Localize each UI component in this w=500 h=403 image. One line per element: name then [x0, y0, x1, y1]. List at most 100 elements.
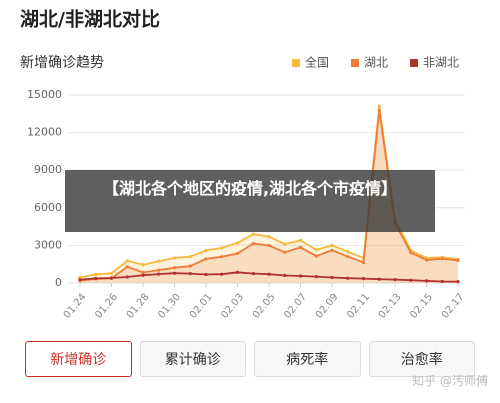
point [109, 271, 114, 275]
x-tick-label: 02.17 [440, 292, 467, 321]
point [377, 108, 381, 112]
tabs: 新增确诊 累计确诊 病死率 治愈率 [25, 341, 475, 377]
legend-swatch [351, 59, 360, 67]
point [298, 238, 303, 242]
point [204, 248, 208, 253]
point [157, 272, 161, 276]
point [235, 251, 240, 256]
point [283, 273, 287, 278]
point [409, 278, 413, 282]
point [267, 243, 271, 248]
point [172, 271, 177, 275]
point [377, 104, 381, 108]
point [440, 257, 444, 261]
point [283, 250, 287, 254]
x-tick-label: 02.15 [408, 292, 435, 321]
point [424, 258, 429, 262]
point [188, 272, 192, 276]
point [409, 251, 413, 255]
chart-subtitle: 新增确诊趋势 [20, 55, 104, 71]
point [109, 276, 114, 280]
point [141, 270, 145, 275]
point [235, 270, 240, 274]
point [141, 263, 145, 267]
x-tick-label: 01.28 [125, 292, 152, 321]
point [267, 235, 271, 239]
y-tick-label: 15000 [27, 88, 62, 101]
tab[interactable]: 病死率 [254, 341, 361, 377]
point [94, 272, 98, 276]
point [157, 268, 161, 272]
point [283, 242, 287, 246]
point [377, 277, 381, 281]
point [361, 277, 366, 281]
point [440, 279, 444, 284]
x-tick-label: 02.05 [251, 292, 278, 321]
point [220, 272, 224, 276]
point [346, 250, 350, 254]
point [456, 258, 460, 263]
point [94, 276, 98, 280]
point [330, 275, 334, 280]
point [424, 279, 429, 283]
x-tick-label: 02.01 [188, 292, 215, 321]
y-tick-label: 0 [55, 276, 62, 289]
point [220, 255, 224, 259]
legend-label: 全国 [305, 55, 329, 70]
point [157, 259, 161, 263]
point [361, 260, 366, 265]
x-tick-label: 02.03 [219, 292, 246, 321]
legend-swatch [410, 59, 419, 67]
tab[interactable]: 累计确诊 [139, 341, 246, 377]
point [314, 254, 318, 258]
point [78, 278, 82, 282]
point [204, 272, 208, 277]
point [251, 272, 255, 276]
point [456, 280, 460, 284]
point [267, 272, 271, 276]
y-tick-label: 3000 [34, 238, 62, 251]
point [172, 256, 177, 260]
point [251, 241, 255, 246]
point [78, 275, 82, 279]
point [220, 246, 224, 250]
point [346, 276, 350, 280]
chart-title: 湖北/非湖北对比 [20, 8, 160, 31]
x-tick-label: 02.11 [345, 292, 372, 321]
point [314, 248, 318, 252]
x-tick-label: 01.26 [93, 292, 120, 321]
point [204, 257, 208, 261]
point [251, 232, 255, 236]
x-tick-label: 02.09 [314, 292, 341, 321]
point [125, 259, 129, 263]
point [346, 255, 350, 259]
tab[interactable]: 新增确诊 [25, 341, 132, 377]
y-tick-label: 6000 [34, 201, 62, 214]
y-tick-label: 9000 [34, 163, 62, 176]
point [125, 265, 129, 269]
x-tick-label: 01.24 [62, 292, 89, 321]
point [125, 275, 129, 279]
x-tick-label: 02.07 [282, 292, 309, 321]
x-tick-label: 01.30 [156, 292, 183, 321]
point [141, 273, 145, 277]
tab[interactable]: 治愈率 [368, 341, 475, 377]
point [188, 255, 192, 259]
point [188, 264, 192, 268]
point [393, 278, 397, 282]
point [314, 275, 318, 279]
point [330, 243, 334, 247]
point [172, 266, 177, 270]
legend-label: 湖北 [364, 55, 388, 70]
point [298, 274, 303, 278]
point [235, 241, 240, 245]
watermark: 知乎 @汚师傅 [412, 374, 488, 388]
y-tick-label: 12000 [27, 126, 62, 139]
legend-swatch [292, 59, 300, 67]
x-tick-label: 02.13 [377, 292, 404, 321]
overlay-banner: 【湖北各个地区的疫情,湖北各个市疫情】 [65, 170, 435, 232]
point [330, 248, 334, 252]
legend-label: 非湖北 [423, 55, 459, 70]
point [298, 245, 303, 250]
